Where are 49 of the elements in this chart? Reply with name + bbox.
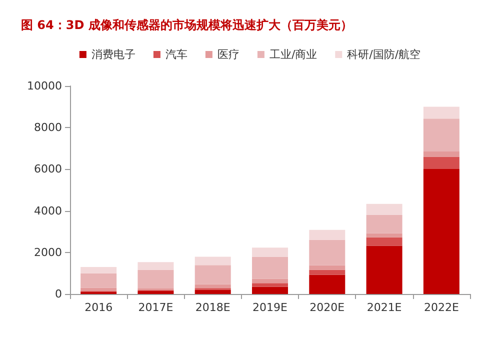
bar [366, 246, 402, 294]
legend-label: 消费电子 [91, 48, 136, 61]
x-tick-label: 2020E [310, 301, 345, 314]
bar [423, 152, 460, 157]
bar [138, 270, 174, 288]
bar [138, 290, 174, 294]
bar [194, 265, 231, 284]
bar [423, 168, 460, 294]
x-tick-label: 2017E [138, 301, 174, 314]
bar [194, 284, 231, 288]
bar [309, 265, 346, 270]
bar [252, 283, 288, 287]
bar [309, 270, 346, 275]
bar [423, 156, 460, 169]
y-tick-label: 8000 [34, 121, 62, 134]
bar [80, 288, 117, 291]
legend-label: 科研/国防/航空 [347, 48, 421, 61]
chart-title: 图 64：3D 成像和传感器的市场规模将迅速扩大（百万美元） [21, 18, 352, 32]
bar [309, 240, 346, 266]
y-tick-label: 6000 [34, 162, 62, 176]
legend-label: 汽车 [165, 48, 188, 61]
y-tick-label: 0 [55, 288, 62, 300]
bar [194, 256, 231, 266]
bar [252, 278, 288, 284]
bar [80, 273, 117, 288]
y-tick-label: 10000 [27, 80, 62, 92]
bar [423, 106, 460, 119]
bar [252, 256, 288, 279]
x-tick-label: 2018E [195, 301, 230, 314]
legend-label: 工业/商业 [269, 48, 318, 61]
bar [194, 290, 231, 294]
x-tick-label: 2016 [84, 301, 113, 314]
bar [366, 233, 402, 238]
y-tick-label: 4000 [34, 204, 62, 218]
bar [366, 237, 402, 246]
bar [309, 274, 346, 294]
x-tick-label: 2019E [252, 301, 288, 314]
bar [252, 286, 288, 294]
bar [138, 262, 174, 270]
y-tick-label: 2000 [34, 246, 62, 259]
bar [80, 266, 117, 274]
bar [309, 230, 346, 240]
x-tick-label: 2022E [424, 301, 459, 314]
bar [366, 204, 402, 215]
bar [366, 214, 402, 234]
bar [423, 118, 460, 152]
bar [252, 248, 288, 257]
x-tick-label: 2021E [366, 301, 402, 314]
legend-label: 医疗 [217, 48, 240, 61]
